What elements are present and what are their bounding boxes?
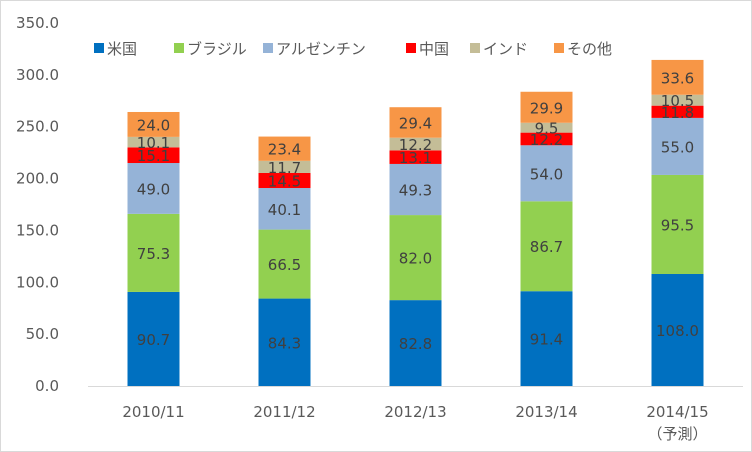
data-label: 91.4 bbox=[530, 331, 563, 349]
y-tick-label: 300.0 bbox=[16, 66, 59, 84]
data-label: 66.5 bbox=[268, 256, 301, 274]
bar-segment bbox=[520, 291, 573, 386]
data-label: 108.0 bbox=[656, 322, 699, 340]
y-tick-label: 150.0 bbox=[16, 221, 59, 239]
legend-swatch bbox=[174, 43, 184, 53]
data-label: 54.0 bbox=[530, 165, 563, 183]
data-label: 82.8 bbox=[399, 335, 432, 353]
y-tick-label: 0.0 bbox=[35, 377, 59, 395]
data-label: 14.5 bbox=[268, 172, 301, 190]
legend-label: ブラジル bbox=[187, 40, 247, 58]
bar-segment bbox=[520, 91, 573, 123]
y-tick-label: 100.0 bbox=[16, 273, 59, 291]
data-label: 11.7 bbox=[268, 159, 301, 177]
bar-segment bbox=[389, 107, 442, 138]
bar-segment bbox=[389, 150, 442, 164]
data-label: 86.7 bbox=[530, 238, 563, 256]
data-label: 13.1 bbox=[399, 149, 432, 167]
data-label: 40.1 bbox=[268, 201, 301, 219]
data-label: 12.2 bbox=[399, 136, 432, 154]
legend-label: 米国 bbox=[107, 40, 137, 58]
y-tick-label: 50.0 bbox=[26, 325, 59, 343]
bar-segment bbox=[127, 163, 180, 214]
legend-label: インド bbox=[483, 40, 528, 58]
bar-segment bbox=[651, 94, 704, 106]
bar-segment bbox=[520, 145, 573, 202]
bar-segment bbox=[389, 215, 442, 301]
legend-label: その他 bbox=[567, 40, 612, 58]
bar-segment bbox=[127, 111, 180, 137]
data-label: 49.0 bbox=[137, 180, 170, 198]
legend-swatch bbox=[554, 43, 564, 53]
data-label: 95.5 bbox=[661, 216, 694, 234]
bar-segment bbox=[651, 174, 704, 274]
data-label: 82.0 bbox=[399, 250, 432, 268]
data-label: 55.0 bbox=[661, 138, 694, 156]
bar-segment bbox=[258, 298, 311, 386]
data-label: 9.5 bbox=[535, 120, 559, 138]
x-tick-sublabel: （予測） bbox=[647, 425, 707, 443]
bar-segment bbox=[127, 291, 180, 386]
bar-segment bbox=[389, 163, 442, 216]
legend-swatch bbox=[263, 43, 273, 53]
bar-segment bbox=[389, 137, 442, 151]
x-tick-label: 2013/14 bbox=[515, 403, 577, 421]
bars-layer bbox=[127, 59, 704, 386]
bar-segment bbox=[651, 117, 704, 175]
bar-segment bbox=[258, 136, 311, 161]
bar-segment bbox=[258, 188, 311, 230]
data-label: 29.9 bbox=[530, 99, 563, 117]
legend-swatch bbox=[470, 43, 480, 53]
data-label: 90.7 bbox=[137, 331, 170, 349]
x-tick-label: 2012/13 bbox=[384, 403, 446, 421]
bar-segment bbox=[127, 213, 180, 292]
bar-segment bbox=[127, 136, 180, 148]
bar-segment bbox=[520, 122, 573, 133]
data-label: 29.4 bbox=[399, 114, 432, 132]
legend-swatch bbox=[94, 43, 104, 53]
legend-label: 中国 bbox=[419, 40, 449, 58]
data-label: 33.6 bbox=[661, 69, 694, 87]
data-label: 10.5 bbox=[661, 92, 694, 110]
bar-segment bbox=[258, 172, 311, 189]
bar-segment bbox=[651, 105, 704, 118]
bar-segment bbox=[258, 160, 311, 173]
x-tick-label: 2010/11 bbox=[122, 403, 184, 421]
bar-segment bbox=[520, 132, 573, 146]
x-tick-label: 2011/12 bbox=[253, 403, 315, 421]
data-label: 75.3 bbox=[137, 245, 170, 263]
data-label: 84.3 bbox=[268, 334, 301, 352]
y-tick-label: 200.0 bbox=[16, 170, 59, 188]
bar-segment bbox=[651, 273, 704, 386]
legend: 米国 ブラジル アルゼンチン 中国 インド その他 bbox=[94, 40, 612, 58]
bar-segment bbox=[651, 59, 704, 95]
bar-segment bbox=[127, 147, 180, 164]
data-labels-layer: 90.7 75.3 49.0 15.110.124.0 84.3 66.5 40.1 14.5… bbox=[137, 69, 699, 353]
legend-swatch bbox=[406, 43, 416, 53]
bar-segment bbox=[389, 300, 442, 386]
data-label: 10.1 bbox=[137, 134, 170, 152]
data-label: 23.4 bbox=[268, 141, 301, 159]
axis-layer: 0.0 50.0 100.0 150.0 200.0 250.0 300.0 350.0 201… bbox=[16, 14, 743, 443]
data-label: 49.3 bbox=[399, 182, 432, 200]
bar-segment bbox=[520, 201, 573, 292]
data-label: 12.2 bbox=[530, 131, 563, 149]
data-label: 24.0 bbox=[137, 116, 170, 134]
data-label: 15.1 bbox=[137, 147, 170, 165]
legend-label: アルゼンチン bbox=[276, 40, 366, 58]
x-tick-label: 2014/15 bbox=[646, 403, 708, 421]
bar-segment bbox=[258, 229, 311, 299]
y-tick-label: 350.0 bbox=[16, 14, 59, 32]
data-label: 11.8 bbox=[661, 104, 694, 122]
y-tick-label: 250.0 bbox=[16, 118, 59, 136]
